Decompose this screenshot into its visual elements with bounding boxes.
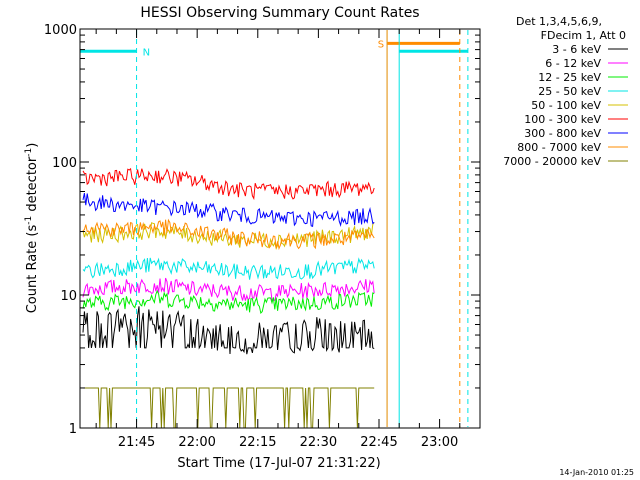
legend-label-9: 7000 - 20000 keV	[503, 155, 601, 168]
series-line-8	[82, 218, 375, 251]
legend-label-8: 800 - 7000 keV	[517, 141, 601, 154]
series-line-7	[82, 192, 375, 227]
legend-header-line-2: FDecim 1, Att 0	[541, 29, 626, 42]
legend-label-5: 50 - 100 keV	[531, 99, 601, 112]
series-line-3	[82, 289, 375, 315]
series-line-1	[82, 306, 375, 355]
legend-label-6: 100 - 300 keV	[524, 113, 601, 126]
x-tick-label-1: 21:45	[118, 435, 155, 450]
legend-label-2: 6 - 12 keV	[545, 57, 601, 70]
legend-label-7: 300 - 800 keV	[524, 127, 601, 140]
y-tick-label-4: 1000	[44, 23, 77, 38]
series-line-4	[82, 257, 375, 280]
flag-label-N: N	[143, 47, 150, 58]
legend-header-line-1: Det 1,3,4,5,6,9,	[516, 15, 602, 28]
series-line-9	[83, 387, 375, 429]
data-layer: NS	[80, 30, 469, 429]
series-line-2	[82, 277, 375, 302]
plot-frame	[79, 28, 481, 429]
timestamp: 14-Jan-2010 01:25	[559, 468, 634, 477]
series-line-6	[82, 167, 375, 201]
x-tick-label-2: 22:00	[178, 435, 215, 450]
legend-label-3: 12 - 25 keV	[538, 71, 601, 84]
y-tick-label-2: 10	[60, 289, 77, 304]
x-axis-label: Start Time (17-Jul-07 21:31:22)	[177, 456, 380, 471]
x-tick-label-5: 22:45	[360, 435, 397, 450]
flag-label-S: S	[378, 39, 384, 50]
y-axis-label: Count Rate (s-1 detector-1)	[24, 143, 40, 314]
chart-title: HESSI Observing Summary Count Rates	[140, 5, 419, 21]
y-tick-label-1: 1	[69, 422, 77, 437]
axes-layer: 1 10 100 1000 21:45 22:00 22:15 22:30 22:45 23:00	[44, 23, 481, 450]
legend-label-1: 3 - 6 keV	[552, 43, 601, 56]
legend-label-4: 25 - 50 keV	[538, 85, 601, 98]
x-tick-label-6: 23:00	[421, 435, 458, 450]
x-tick-label-3: 22:15	[239, 435, 276, 450]
y-tick-label-3: 100	[52, 156, 77, 171]
x-tick-label-4: 22:30	[300, 435, 337, 450]
